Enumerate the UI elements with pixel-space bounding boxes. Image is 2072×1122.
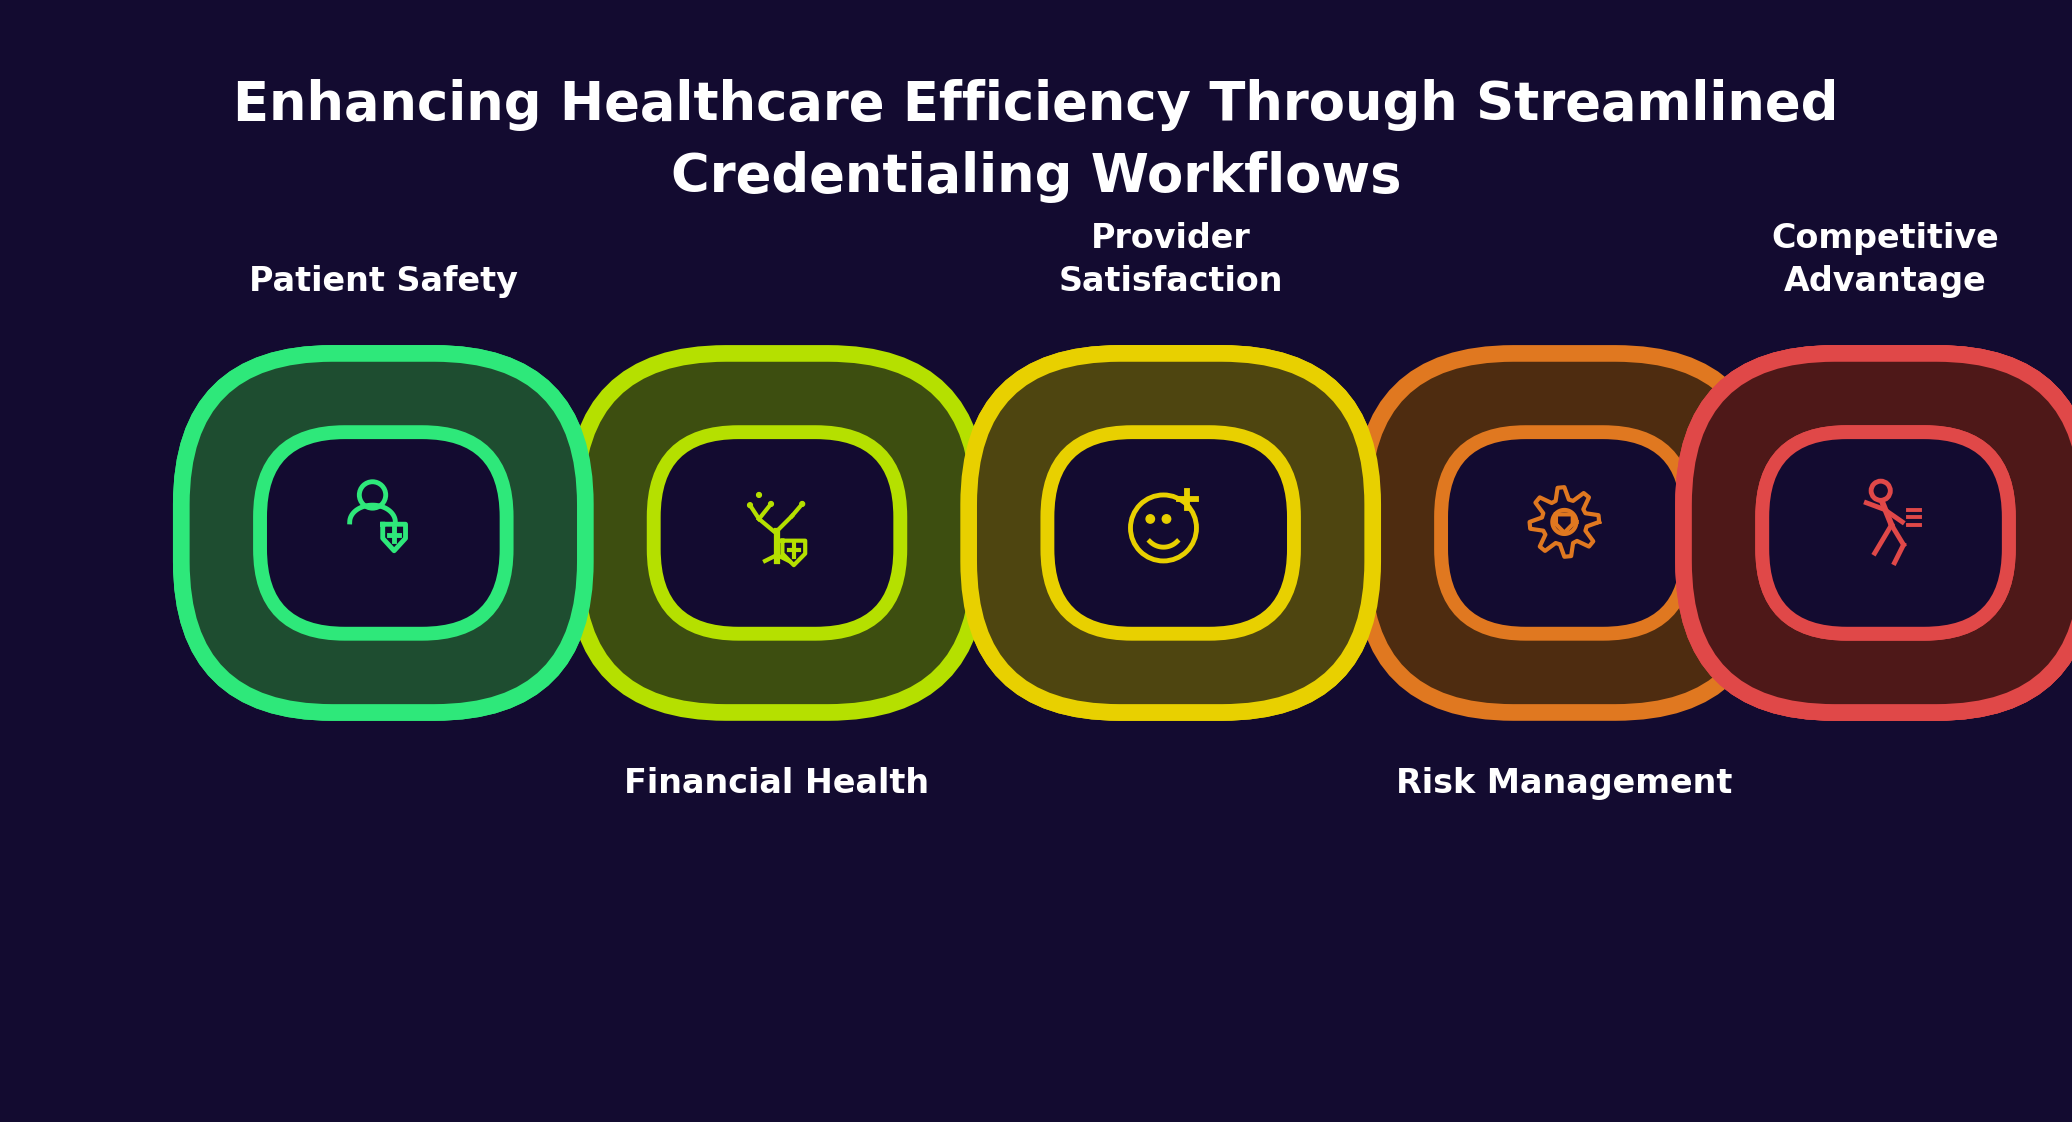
Text: Financial Health: Financial Health bbox=[624, 767, 930, 800]
Circle shape bbox=[800, 502, 804, 506]
Text: Provider
Satisfaction: Provider Satisfaction bbox=[1059, 222, 1283, 298]
FancyBboxPatch shape bbox=[1761, 432, 2008, 634]
FancyBboxPatch shape bbox=[182, 353, 584, 712]
FancyBboxPatch shape bbox=[182, 353, 584, 712]
FancyBboxPatch shape bbox=[1682, 353, 2072, 712]
FancyBboxPatch shape bbox=[1046, 432, 1293, 634]
FancyBboxPatch shape bbox=[1761, 432, 2008, 634]
FancyBboxPatch shape bbox=[655, 432, 899, 634]
FancyBboxPatch shape bbox=[1761, 432, 2008, 634]
FancyBboxPatch shape bbox=[261, 432, 506, 634]
Circle shape bbox=[1146, 515, 1154, 523]
Circle shape bbox=[756, 493, 760, 497]
Circle shape bbox=[769, 502, 773, 506]
FancyBboxPatch shape bbox=[1363, 353, 1765, 712]
FancyBboxPatch shape bbox=[261, 432, 506, 634]
Circle shape bbox=[748, 503, 752, 507]
Text: Competitive
Advantage: Competitive Advantage bbox=[1772, 222, 1999, 298]
FancyBboxPatch shape bbox=[1046, 432, 1293, 634]
Text: Risk Management: Risk Management bbox=[1397, 767, 1732, 800]
Text: Patient Safety: Patient Safety bbox=[249, 266, 518, 298]
FancyBboxPatch shape bbox=[1682, 353, 2072, 712]
FancyBboxPatch shape bbox=[1442, 432, 1687, 634]
FancyBboxPatch shape bbox=[1682, 353, 2072, 712]
FancyBboxPatch shape bbox=[968, 353, 1372, 712]
Circle shape bbox=[1162, 515, 1171, 523]
FancyBboxPatch shape bbox=[574, 353, 978, 712]
FancyBboxPatch shape bbox=[968, 353, 1372, 712]
Text: Enhancing Healthcare Efficiency Through Streamlined
Credentialing Workflows: Enhancing Healthcare Efficiency Through … bbox=[234, 79, 1838, 203]
